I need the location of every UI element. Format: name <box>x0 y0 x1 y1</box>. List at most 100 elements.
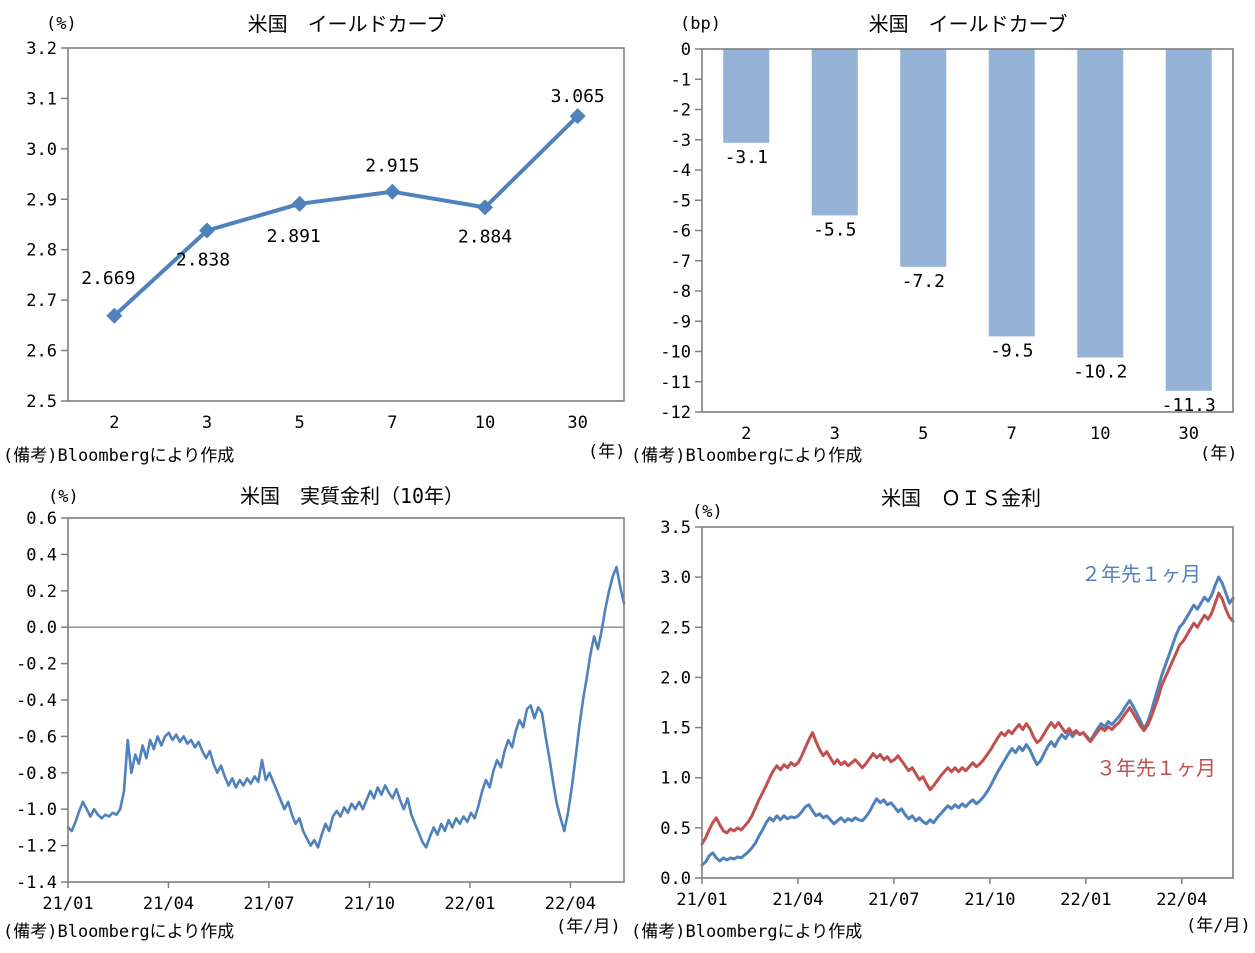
plot-border <box>701 48 1234 413</box>
y-tick-label: -5 <box>671 191 691 211</box>
y-tick-label: 2.6 <box>26 342 57 362</box>
diamond-marker <box>477 199 493 216</box>
x-tick-label: 21/10 <box>964 890 1015 910</box>
source-note: (備考)Bloombergにより作成 <box>3 922 235 942</box>
diamond-marker <box>384 183 401 200</box>
y-tick-label: 3.0 <box>660 568 691 588</box>
x-tick-label: 21/01 <box>676 890 727 910</box>
x-tick-label: 22/01 <box>444 894 495 914</box>
x-tick-label: 22/04 <box>1156 890 1207 910</box>
y-axis-unit-label: (%) <box>46 14 77 34</box>
source-note: (備考)Bloombergにより作成 <box>3 446 235 466</box>
x-tick-label: 21/04 <box>143 894 194 914</box>
y-tick-label: 0.0 <box>660 869 691 889</box>
y-tick-label: -11 <box>660 373 691 393</box>
x-tick-label: 2 <box>109 413 119 433</box>
y-tick-label: -2 <box>671 101 691 121</box>
bar-value-label: -5.5 <box>813 219 856 240</box>
yield-curve-change-chart: 0 -1 -2 -3 -4 -5 -6 -7 -8 -9 -10 -11 -12 2 3 5 7 10 30 -3.1… <box>660 40 1234 444</box>
y-tick-label: 0.5 <box>660 819 691 839</box>
y-tick-label: -1 <box>671 70 691 90</box>
y-axis-unit-label: (%) <box>48 487 79 507</box>
bar <box>1077 49 1124 358</box>
plot-border <box>67 517 625 883</box>
y-tick-label: 1.0 <box>660 769 691 789</box>
source-note: (備考)Bloombergにより作成 <box>631 922 863 942</box>
x-tick-label: 22/01 <box>1060 890 1111 910</box>
x-tick-label: 2 <box>741 424 751 444</box>
x-tick-label: 5 <box>918 424 928 444</box>
y-tick-label: -1.2 <box>16 837 57 857</box>
bar-value-label: -9.5 <box>990 340 1033 361</box>
series-inline-label: ２年先１ヶ月 <box>1081 562 1201 586</box>
y-tick-label: -1.4 <box>16 873 57 893</box>
chart-title: 米国 イールドカーブ <box>247 12 447 36</box>
x-axis-unit-label: (年) <box>588 442 626 462</box>
y-tick-label: -10 <box>660 343 691 363</box>
ois-rates-chart: 3.5 3.0 2.5 2.0 1.5 1.0 0.5 0.021/01 21/04 21/07 2… <box>660 518 1235 910</box>
y-tick-label: -9 <box>671 312 691 332</box>
y-tick-label: -12 <box>660 403 691 423</box>
x-tick-label: 21/07 <box>243 894 294 914</box>
y-tick-label: -0.8 <box>16 764 57 784</box>
y-tick-label: -8 <box>671 282 691 302</box>
line-series <box>700 591 1235 846</box>
x-axis-unit-label: (年/月) <box>1186 916 1251 936</box>
y-tick-label: 0.6 <box>26 509 57 529</box>
y-tick-label: -0.4 <box>16 691 57 711</box>
diamond-marker <box>291 195 308 212</box>
bar-value-label: -11.3 <box>1162 395 1216 416</box>
y-tick-label: 2.0 <box>660 668 691 688</box>
y-tick-label: 1.5 <box>660 719 691 739</box>
source-note: (備考)Bloombergにより作成 <box>631 446 863 466</box>
y-tick-label: 0.2 <box>26 582 57 602</box>
line-series <box>700 575 1235 867</box>
x-tick-label: 5 <box>295 413 305 433</box>
x-tick-label: 21/10 <box>344 894 395 914</box>
x-tick-label: 3 <box>202 413 212 433</box>
bar <box>988 49 1035 337</box>
point-value-label: 2.915 <box>365 156 419 177</box>
y-tick-label: -1.0 <box>16 800 57 820</box>
plot-border <box>67 47 625 402</box>
chart-panel-yield-curve-change: 0 -1 -2 -3 -4 -5 -6 -7 -8 -9 -10 -11 -12 2 3 5 7 10 30 -3.1… <box>628 0 1255 477</box>
y-tick-label: 0 <box>681 40 691 60</box>
y-tick-label: 3.1 <box>26 89 57 109</box>
y-tick-label: -4 <box>671 161 691 181</box>
x-tick-label: 3 <box>830 424 840 444</box>
y-tick-label: 3.5 <box>660 518 691 538</box>
x-tick-label: 10 <box>475 413 495 433</box>
y-tick-label: 0.0 <box>26 618 57 638</box>
point-value-label: 2.669 <box>81 268 135 289</box>
series-inline-label: ３年先１ヶ月 <box>1096 756 1216 780</box>
chart-title: 米国 実質金利（10年） <box>239 484 465 508</box>
x-tick-label: 22/04 <box>545 894 596 914</box>
y-tick-label: -0.2 <box>16 655 57 675</box>
x-tick-label: 10 <box>1090 424 1110 444</box>
x-tick-label: 21/04 <box>772 890 823 910</box>
y-tick-label: 2.8 <box>26 241 57 261</box>
x-tick-label: 21/01 <box>42 894 93 914</box>
chart-title: 米国 イールドカーブ <box>868 12 1068 36</box>
chart-panel-real-rate: 0.6 0.4 0.2 0.0 -0.2 -0.4 -0.6 -0.8 -1.0 -1.2 -1.4… <box>0 477 628 953</box>
line-series <box>112 114 580 318</box>
y-tick-label: -3 <box>671 131 691 151</box>
x-axis-unit-label: (年) <box>1200 444 1238 464</box>
diamond-marker <box>569 108 586 125</box>
chart-title: 米国 ＯＩＳ金利 <box>881 486 1041 510</box>
yield-curve-level-chart: 3.2 3.1 3.0 2.9 2.8 2.7 2.6 2.5 2 3 5 7 10 30 2.669 2.8… <box>26 39 625 433</box>
y-tick-label: 2.7 <box>26 291 57 311</box>
x-axis-unit-label: (年/月) <box>556 917 621 937</box>
bar <box>1165 49 1212 391</box>
y-tick-label: -6 <box>671 222 691 242</box>
bar <box>900 49 947 267</box>
y-tick-label: 2.5 <box>26 392 57 412</box>
y-tick-label: 3.2 <box>26 39 57 59</box>
real-rate-chart: 0.6 0.4 0.2 0.0 -0.2 -0.4 -0.6 -0.8 -1.0 -1.2 -1.4… <box>16 509 626 914</box>
bar-value-label: -7.2 <box>902 271 945 292</box>
y-tick-label: -0.6 <box>16 727 57 747</box>
y-tick-label: 3.0 <box>26 140 57 160</box>
bar <box>723 49 770 143</box>
x-tick-label: 30 <box>1179 424 1199 444</box>
